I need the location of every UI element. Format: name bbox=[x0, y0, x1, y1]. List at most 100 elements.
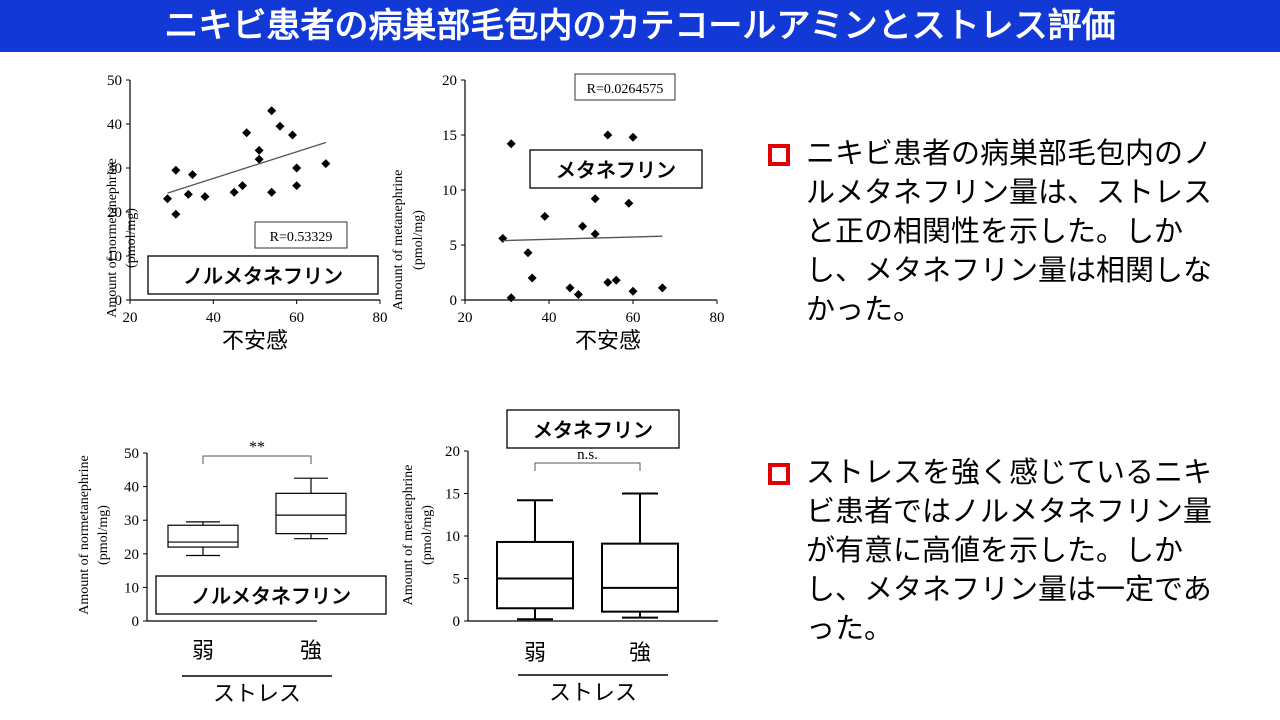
x-axis-title: ストレス bbox=[549, 681, 637, 706]
y-tick-label: 5 bbox=[453, 572, 461, 588]
x-tick-label: 20 bbox=[458, 310, 473, 326]
y-tick-label: 40 bbox=[107, 117, 122, 133]
category-label: 強 bbox=[300, 639, 322, 664]
series-label-box bbox=[155, 575, 387, 615]
data-point bbox=[254, 145, 264, 155]
data-point bbox=[254, 154, 264, 164]
y-tick-label: 40 bbox=[124, 480, 139, 496]
box-iqr bbox=[496, 540, 574, 610]
y-axis-title: Amount of normetanephrine (pmol/mg) bbox=[77, 455, 111, 614]
r-value-box bbox=[254, 221, 348, 249]
data-point bbox=[657, 283, 667, 293]
y-tick-label: 20 bbox=[124, 547, 139, 563]
data-point bbox=[540, 211, 550, 221]
y-tick-label: 15 bbox=[442, 128, 457, 144]
data-point bbox=[603, 277, 613, 287]
data-point bbox=[267, 187, 277, 197]
data-point bbox=[171, 209, 181, 219]
y-axis-title-line2: (pmol/mg) bbox=[420, 505, 435, 565]
data-point bbox=[498, 233, 508, 243]
r-value-label: R=0.53329 bbox=[270, 230, 333, 245]
y-axis-title: Amount of normetanephrine (pmol/mg) bbox=[105, 158, 139, 317]
data-point bbox=[578, 221, 588, 231]
data-point bbox=[611, 275, 621, 285]
data-point bbox=[163, 194, 172, 204]
data-point bbox=[188, 170, 197, 180]
significance-label: ** bbox=[249, 439, 265, 456]
data-point bbox=[242, 128, 252, 138]
bullet-marker-icon bbox=[768, 144, 790, 166]
series-label-box bbox=[529, 149, 703, 189]
category-label: 弱 bbox=[524, 641, 546, 666]
data-point bbox=[523, 248, 533, 258]
data-point bbox=[267, 106, 277, 116]
data-point bbox=[183, 189, 193, 199]
slide-title: ニキビ患者の病巣部毛包内のカテコールアミンとストレス評価 bbox=[0, 0, 1280, 52]
normetanephrine-scatter-chart: Amount of normetanephrine (pmol/mg) 0 10 2… bbox=[105, 73, 388, 354]
y-tick-label: 30 bbox=[107, 161, 122, 177]
category-label: 弱 bbox=[192, 639, 214, 664]
series-label: ノルメタネフリン bbox=[183, 264, 343, 288]
y-tick-label: 0 bbox=[453, 614, 461, 630]
box-iqr bbox=[601, 542, 679, 613]
data-point bbox=[229, 187, 239, 197]
y-tick-label: 50 bbox=[107, 73, 122, 89]
data-point bbox=[603, 130, 613, 140]
y-tick-label: 0 bbox=[115, 293, 123, 309]
r-value-box bbox=[574, 73, 676, 101]
x-tick-label: 40 bbox=[206, 310, 221, 326]
data-point bbox=[292, 163, 302, 173]
data-point bbox=[238, 181, 247, 191]
series-label: メタネフリン bbox=[533, 418, 653, 442]
x-axis-title: 不安感 bbox=[575, 329, 641, 354]
trend-line bbox=[502, 235, 663, 242]
y-tick-label: 20 bbox=[445, 444, 460, 460]
y-tick-label: 30 bbox=[124, 513, 139, 529]
bullet-2-text: ストレスを強く感じているニキビ患者ではノルメタネフリン量が有意に高値を示した。し… bbox=[806, 455, 1213, 645]
x-tick-label: 60 bbox=[289, 310, 304, 326]
trend-line bbox=[167, 141, 327, 194]
data-point bbox=[288, 130, 297, 140]
category-label: 強 bbox=[629, 641, 651, 666]
y-axis-title-line1: Amount of normetanephrine bbox=[105, 158, 120, 317]
metanephrine-scatter-chart: Amount of metanephrine (pmol/mg) 0 5 10 15 2… bbox=[391, 73, 725, 354]
data-point bbox=[506, 293, 516, 303]
y-axis-title-line1: Amount of metanephrine bbox=[401, 465, 416, 606]
series-label: メタネフリン bbox=[556, 158, 676, 182]
box-iqr bbox=[275, 492, 347, 535]
y-axis-title: Amount of metanephrine (pmol/mg) bbox=[401, 465, 435, 606]
bullet-marker-icon bbox=[768, 463, 790, 485]
normetanephrine-boxplot: Amount of normetanephrine (pmol/mg) 0 10 2… bbox=[77, 439, 387, 707]
y-tick-label: 20 bbox=[442, 73, 457, 89]
y-tick-label: 50 bbox=[124, 446, 139, 462]
y-tick-label: 0 bbox=[450, 293, 458, 309]
data-point bbox=[565, 283, 575, 293]
y-tick-label: 0 bbox=[132, 614, 140, 630]
series-label-box bbox=[506, 409, 680, 449]
data-point bbox=[590, 229, 600, 239]
data-point bbox=[292, 181, 302, 191]
y-tick-label: 10 bbox=[442, 183, 457, 199]
x-tick-label: 80 bbox=[710, 310, 725, 326]
bullet-2: ストレスを強く感じているニキビ患者ではノルメタネフリン量が有意に高値を示した。し… bbox=[768, 453, 1238, 648]
x-axis-title: ストレス bbox=[213, 682, 301, 707]
y-tick-label: 10 bbox=[107, 249, 122, 265]
data-point bbox=[628, 286, 638, 296]
data-point bbox=[275, 121, 285, 131]
y-axis-title: Amount of metanephrine (pmol/mg) bbox=[391, 170, 426, 311]
bullet-1: ニキビ患者の病巣部毛包内のノルメタネフリン量は、ストレスと正の相関性を示した。し… bbox=[768, 134, 1238, 329]
significance-bracket bbox=[534, 462, 641, 471]
r-value-label: R=0.0264575 bbox=[587, 82, 664, 97]
data-point bbox=[527, 273, 537, 283]
y-axis-title-line2: (pmol/mg) bbox=[96, 505, 111, 565]
data-point bbox=[624, 198, 634, 208]
significance-bracket bbox=[202, 455, 312, 464]
data-point bbox=[321, 159, 331, 169]
y-axis-title-line1: Amount of metanephrine bbox=[391, 170, 406, 311]
data-point bbox=[573, 290, 583, 299]
data-point bbox=[506, 139, 516, 149]
x-tick-label: 40 bbox=[542, 310, 557, 326]
x-tick-label: 80 bbox=[373, 310, 388, 326]
y-tick-label: 20 bbox=[107, 205, 122, 221]
x-axis-title: 不安感 bbox=[222, 329, 288, 354]
